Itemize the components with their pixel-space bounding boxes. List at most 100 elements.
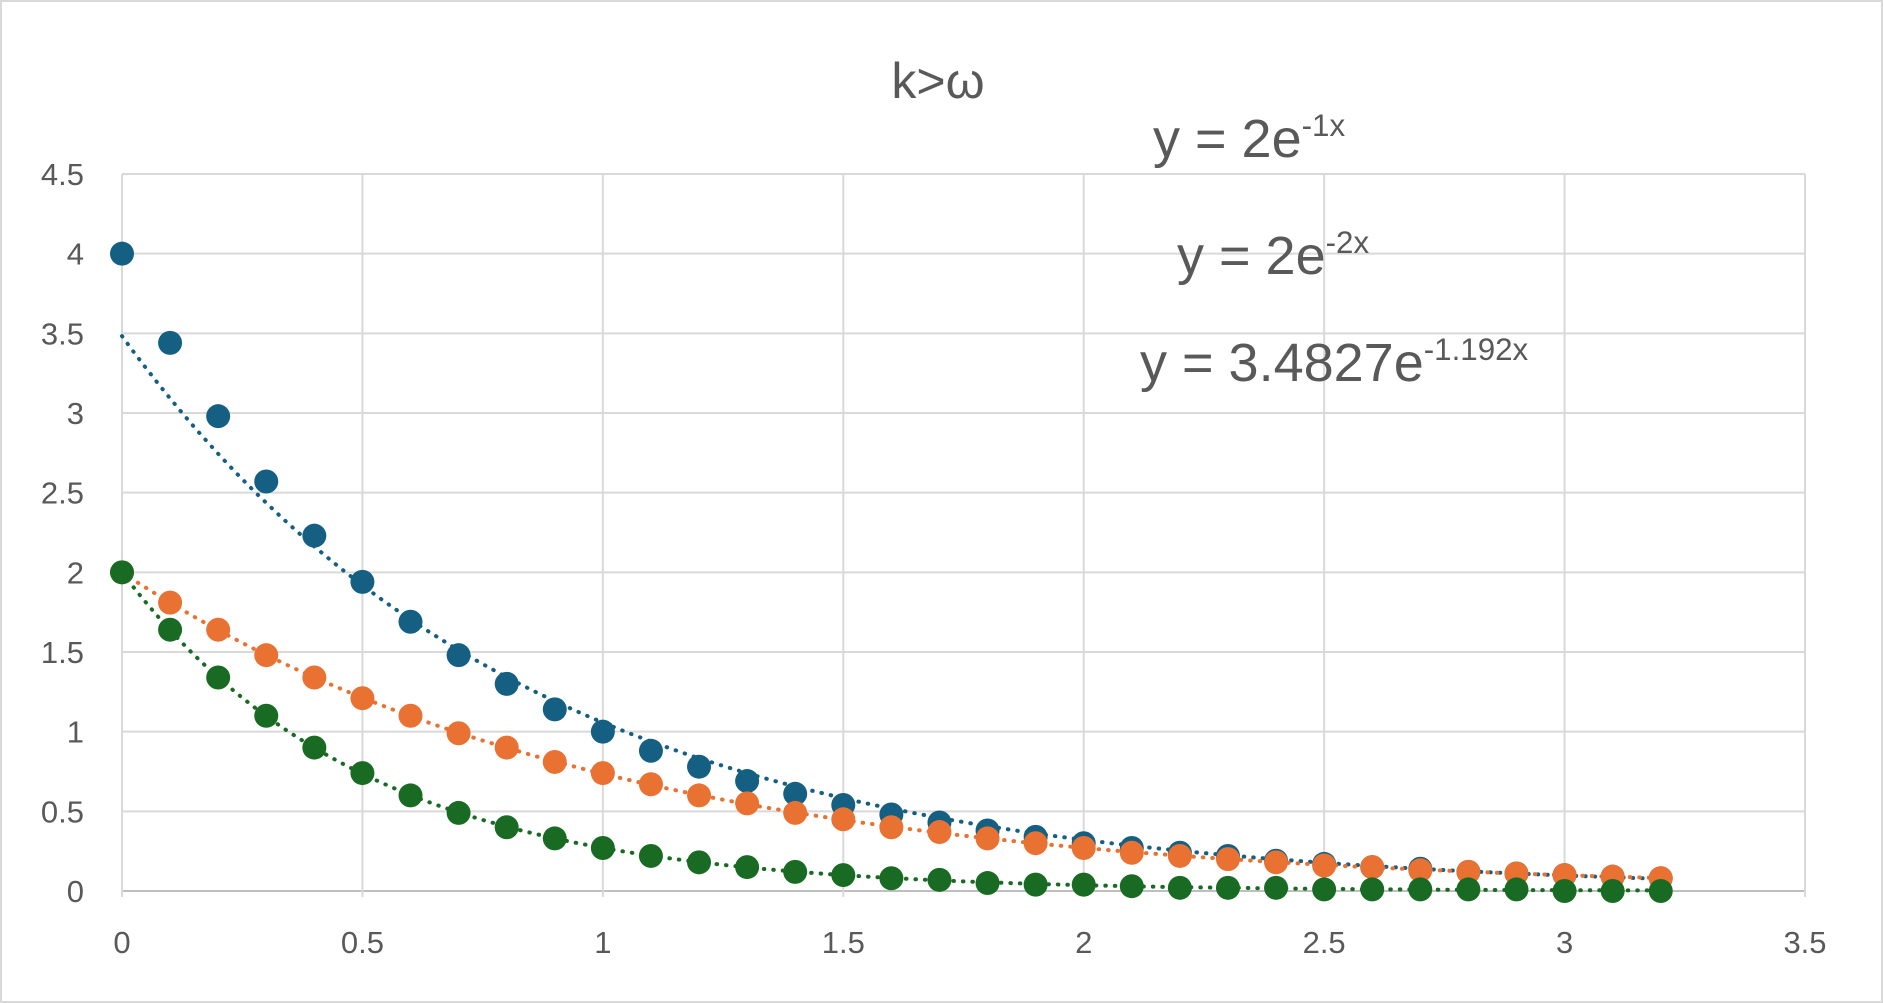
data-point-series-1 — [687, 783, 712, 808]
trendline-equation-orange-exponent: -1x — [1301, 108, 1346, 144]
data-point-series-2 — [687, 850, 712, 875]
data-point-series-1 — [302, 665, 327, 690]
x-tick-label: 0.5 — [341, 925, 384, 960]
data-point-series-1 — [638, 772, 663, 797]
trendline-equation-orange-base: y = 2e — [1153, 109, 1302, 169]
data-point-series-0 — [398, 609, 423, 634]
trendline-equation-blue-base: y = 3.4827e — [1140, 333, 1424, 393]
data-point-series-1 — [783, 800, 808, 825]
data-point-series-1 — [975, 826, 1000, 851]
data-point-series-1 — [1456, 859, 1481, 884]
y-tick-label: 1.5 — [41, 635, 84, 670]
trendline-2 — [120, 570, 1663, 893]
data-point-series-2 — [1360, 877, 1385, 902]
data-point-series-0 — [494, 671, 519, 696]
gridlines — [121, 173, 1806, 897]
data-point-series-0 — [110, 241, 134, 266]
data-point-series-2 — [638, 843, 663, 868]
data-point-series-2 — [1456, 877, 1481, 902]
x-tick-label: 0 — [113, 925, 130, 960]
data-point-series-1 — [1360, 855, 1385, 880]
data-point-series-2 — [494, 815, 519, 840]
data-point-series-1 — [1312, 853, 1337, 878]
data-point-series-2 — [110, 560, 134, 585]
data-point-series-2 — [1215, 875, 1240, 900]
data-point-series-2 — [350, 761, 375, 786]
data-point-series-1 — [1264, 850, 1289, 875]
chart-title: k>ω — [891, 53, 984, 109]
data-point-series-1 — [542, 749, 567, 774]
trendline-0 — [120, 334, 1663, 881]
data-point-series-2 — [1264, 875, 1289, 900]
data-point-series-1 — [206, 617, 231, 642]
data-point-series-1 — [1215, 847, 1240, 872]
y-tick-label: 3 — [67, 396, 84, 431]
data-point-series-2 — [1648, 879, 1673, 903]
x-tick-label: 1.5 — [822, 925, 865, 960]
data-point-series-2 — [590, 835, 615, 860]
x-tick-label: 3.5 — [1783, 925, 1826, 960]
data-point-series-2 — [446, 800, 471, 825]
data-point-series-1 — [1167, 843, 1192, 868]
x-tick-label: 3 — [1556, 925, 1573, 960]
data-point-series-1 — [350, 686, 375, 711]
trendline-equation-blue: y = 3.4827e-1.192x — [1140, 332, 1528, 394]
y-tick-label: 0 — [67, 874, 84, 909]
data-point-series-2 — [398, 783, 423, 808]
data-point-series-2 — [879, 866, 904, 891]
data-point-series-0 — [590, 719, 615, 744]
data-point-series-2 — [1023, 872, 1048, 897]
data-point-series-2 — [1552, 879, 1577, 903]
data-point-series-1 — [1408, 858, 1433, 883]
trendline-equation-green-exponent: -2x — [1325, 225, 1370, 261]
data-point-series-1 — [831, 807, 856, 832]
x-tick-label: 2 — [1075, 925, 1092, 960]
data-point-series-0 — [542, 697, 567, 722]
y-tick-label: 2.5 — [41, 476, 84, 511]
trendline-equation-blue-exponent: -1.192x — [1423, 332, 1529, 368]
data-point-series-2 — [542, 826, 567, 851]
data-point-series-2 — [783, 859, 808, 884]
data-point-series-2 — [831, 863, 856, 888]
y-tick-label: 1 — [67, 715, 84, 750]
data-points — [110, 241, 1673, 903]
data-point-series-2 — [975, 871, 1000, 896]
data-point-series-1 — [927, 820, 952, 845]
data-point-series-2 — [1600, 879, 1625, 903]
x-tick-label: 2.5 — [1303, 925, 1346, 960]
axis-labels: 0 0.5 1 1.5 2 2.5 3 3.5 4 4.5 0 0.5 1 1.5 2 2.5 3 3.5 — [41, 157, 1827, 960]
y-tick-label: 3.5 — [41, 316, 84, 351]
data-point-series-2 — [206, 665, 231, 690]
data-point-series-2 — [1167, 875, 1192, 900]
data-point-series-2 — [1119, 874, 1144, 899]
data-point-series-0 — [735, 769, 760, 794]
data-point-series-0 — [158, 330, 183, 355]
trendline-equation-green-base: y = 2e — [1177, 226, 1326, 286]
data-point-series-1 — [1071, 835, 1096, 860]
data-point-series-0 — [783, 781, 808, 806]
data-point-series-1 — [1119, 840, 1144, 865]
y-tick-label: 4.5 — [41, 157, 84, 192]
data-point-series-0 — [638, 738, 663, 763]
trendline-equation-orange: y = 2e-1x — [1153, 108, 1345, 170]
data-point-series-0 — [350, 569, 375, 594]
y-tick-label: 2 — [67, 555, 84, 590]
data-point-series-1 — [446, 721, 471, 746]
data-point-series-2 — [302, 735, 327, 760]
data-point-series-2 — [927, 867, 952, 892]
x-tick-label: 1 — [594, 925, 611, 960]
data-point-series-0 — [206, 404, 231, 429]
data-point-series-2 — [158, 617, 183, 642]
data-point-series-2 — [254, 703, 279, 728]
data-point-series-2 — [1312, 877, 1337, 902]
data-point-series-2 — [735, 855, 760, 880]
data-point-series-1 — [398, 703, 423, 728]
y-tick-label: 0.5 — [41, 794, 84, 829]
data-point-series-1 — [590, 761, 615, 786]
data-point-series-0 — [687, 754, 712, 779]
data-point-series-0 — [302, 523, 327, 548]
data-point-series-1 — [879, 815, 904, 840]
data-point-series-1 — [735, 791, 760, 816]
